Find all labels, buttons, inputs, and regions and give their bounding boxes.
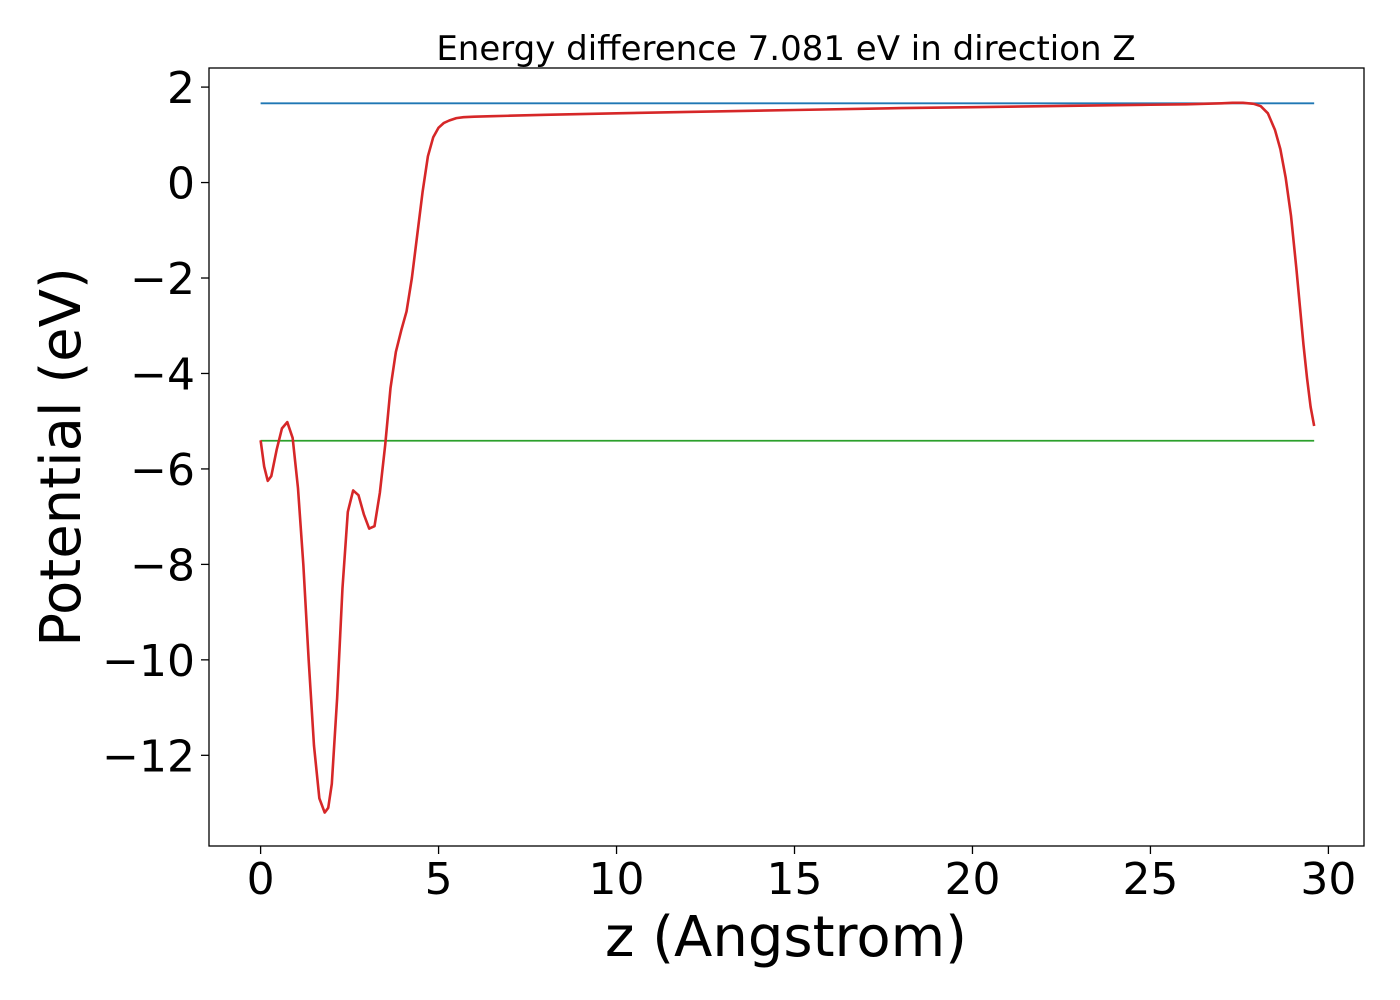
y-tick-label: −10 bbox=[102, 636, 195, 687]
y-tick-label: 2 bbox=[167, 63, 195, 114]
x-tick-label: 10 bbox=[589, 854, 645, 905]
y-axis-ticks: 2 0 −2 −4 −6 −8 −10 −12 bbox=[102, 63, 209, 782]
y-tick-label: 0 bbox=[167, 159, 195, 210]
y-tick-label: −2 bbox=[130, 254, 195, 305]
y-tick-label: −4 bbox=[130, 349, 195, 400]
x-axis-label: z (Angstrom) bbox=[605, 905, 967, 970]
plot-lines bbox=[259, 101, 1316, 814]
x-tick-label: 20 bbox=[944, 854, 1000, 905]
x-tick-label: 0 bbox=[247, 854, 275, 905]
y-tick-label: −6 bbox=[130, 445, 195, 496]
x-tick-label: 5 bbox=[425, 854, 453, 905]
y-axis-label: Potential (eV) bbox=[29, 267, 94, 647]
series-line-2 bbox=[259, 101, 1316, 814]
y-tick-label: −8 bbox=[130, 540, 195, 591]
x-tick-label: 25 bbox=[1122, 854, 1178, 905]
x-tick-label: 30 bbox=[1300, 854, 1356, 905]
axes-frame bbox=[208, 67, 1365, 847]
chart-title: Energy difference 7.081 eV in direction … bbox=[436, 29, 1135, 69]
y-tick-label: −12 bbox=[102, 731, 195, 782]
x-axis-ticks: 0 5 10 15 20 25 30 bbox=[247, 846, 1356, 905]
x-tick-label: 15 bbox=[767, 854, 823, 905]
